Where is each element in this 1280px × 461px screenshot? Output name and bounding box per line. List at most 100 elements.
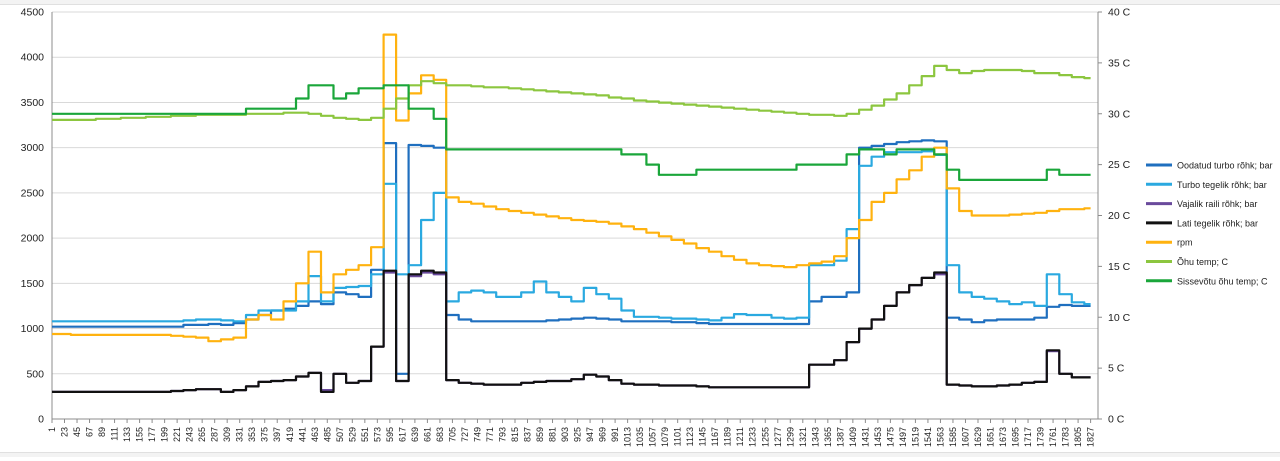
x-tick-label: 1035 <box>635 427 645 447</box>
x-tick-label: 881 <box>548 427 558 442</box>
x-tick-label: 1321 <box>798 427 808 447</box>
x-tick-label: 1101 <box>673 427 683 446</box>
x-tick-label: 1277 <box>773 427 783 447</box>
x-tick-label: 573 <box>372 427 382 442</box>
x-tick-label: 1563 <box>935 427 945 447</box>
left-tick-label: 3000 <box>21 142 45 154</box>
right-tick-label: 10 C <box>1108 312 1131 324</box>
right-tick-label: 20 C <box>1108 210 1131 222</box>
x-tick-label: 683 <box>435 427 445 442</box>
x-tick-label: 23 <box>60 427 70 437</box>
x-tick-label: 1607 <box>960 427 970 447</box>
x-tick-label: 1453 <box>873 427 883 447</box>
series-line-turbo-tegelik-rohk-bar <box>52 150 1091 323</box>
x-tick-label: 1145 <box>698 427 708 446</box>
legend-label: rpm <box>1177 238 1193 248</box>
x-tick-label: 925 <box>573 427 583 442</box>
x-tick-label: 1343 <box>810 427 820 447</box>
x-tick-label: 1519 <box>910 427 920 447</box>
left-tick-label: 2500 <box>21 187 45 199</box>
x-tick-label: 705 <box>447 427 457 442</box>
x-tick-label: 837 <box>523 427 533 442</box>
x-tick-label: 947 <box>585 427 595 442</box>
x-tick-label: 1189 <box>723 427 733 446</box>
top-resize-handle[interactable] <box>0 0 1280 5</box>
legend: Oodatud turbo rõhk; bar Turbo tegelik rõh… <box>1146 161 1273 286</box>
x-tick-label: 1365 <box>823 427 833 447</box>
x-tick-label: 507 <box>335 427 345 442</box>
x-tick-label: 859 <box>535 427 545 442</box>
x-tick-label: 419 <box>285 427 295 442</box>
x-tick-label: 903 <box>560 427 570 442</box>
x-tick-label: 1255 <box>760 427 770 447</box>
x-tick-label: 991 <box>610 427 620 442</box>
x-tick-label: 287 <box>210 427 220 442</box>
x-tick-label: 155 <box>135 427 145 442</box>
left-tick-label: 3500 <box>21 97 45 109</box>
x-tick-label: 1629 <box>973 427 983 447</box>
right-tick-label: 35 C <box>1108 57 1131 69</box>
left-tick-label: 1000 <box>21 323 45 335</box>
x-tick-label: 199 <box>160 427 170 442</box>
legend-label: Lati tegelik rõhk; bar <box>1177 218 1258 228</box>
series-line-sissevotu-ohu-temp-c <box>52 84 1091 181</box>
x-tick-label: 1123 <box>685 427 695 446</box>
x-tick-label: 89 <box>97 427 107 437</box>
x-tick-label: 1 <box>47 427 57 432</box>
x-tick-label: 639 <box>410 427 420 442</box>
x-tick-label: 1475 <box>885 427 895 447</box>
x-tick-label: 1233 <box>748 427 758 447</box>
x-tick-label: 485 <box>322 427 332 442</box>
bottom-resize-handle[interactable] <box>0 452 1280 457</box>
right-tick-label: 15 C <box>1108 261 1131 273</box>
legend-label: Vajalik raili rõhk; bar <box>1177 199 1257 209</box>
x-tick-label: 1057 <box>648 427 658 447</box>
x-tick-label: 661 <box>422 427 432 442</box>
right-tick-label: 25 C <box>1108 159 1131 171</box>
x-tick-label: 309 <box>222 427 232 442</box>
x-tick-label: 1651 <box>985 427 995 447</box>
x-tick-label: 1585 <box>948 427 958 447</box>
x-tick-label: 397 <box>272 427 282 442</box>
x-tick-label: 529 <box>347 427 357 442</box>
left-tick-label: 500 <box>26 368 44 380</box>
right-tick-label: 0 C <box>1108 414 1125 426</box>
x-tick-label: 1013 <box>623 427 633 447</box>
chart-axes <box>51 11 1102 423</box>
x-tick-label: 1761 <box>1048 427 1058 447</box>
series-line-ohu-temp-c <box>52 64 1091 121</box>
left-axis-tick-labels: 0 500 1000 1500 2000 2500 3000 3500 4000 4500 <box>21 7 45 426</box>
x-tick-label: 331 <box>235 427 245 442</box>
x-tick-label: 111 <box>110 427 120 441</box>
legend-label: Turbo tegelik rõhk; bar <box>1177 180 1267 190</box>
x-tick-label: 1299 <box>785 427 795 447</box>
x-tick-label: 133 <box>122 427 132 442</box>
x-tick-label: 1717 <box>1023 427 1033 447</box>
x-tick-label: 243 <box>185 427 195 442</box>
x-tick-label: 45 <box>72 427 82 437</box>
x-tick-label: 1739 <box>1036 427 1046 447</box>
x-tick-label: 749 <box>472 427 482 442</box>
x-tick-label: 1431 <box>860 427 870 447</box>
right-tick-label: 40 C <box>1108 7 1131 19</box>
left-tick-label: 0 <box>38 414 44 426</box>
x-tick-label: 221 <box>172 427 182 442</box>
x-tick-label: 353 <box>247 427 257 442</box>
x-tick-label: 617 <box>397 427 407 442</box>
legend-label: Oodatud turbo rõhk; bar <box>1177 161 1273 171</box>
series-line-lati-tegelik-rohk-bar <box>52 269 1091 393</box>
x-tick-label: 1167 <box>710 427 720 446</box>
x-tick-label: 1079 <box>660 427 670 447</box>
x-tick-label: 727 <box>460 427 470 442</box>
right-tick-label: 5 C <box>1108 363 1125 375</box>
legend-label: Sissevõtu õhu temp; C <box>1177 276 1268 286</box>
x-axis-tick-labels: 1 23 45 67 89 111 133 155 177 199 221 243 265 287 309 3… <box>47 427 1096 447</box>
series-lines <box>52 33 1091 393</box>
left-tick-label: 4500 <box>21 7 45 19</box>
horizontal-gridlines <box>52 11 1098 420</box>
legend-label: Õhu temp; C <box>1177 257 1229 267</box>
left-tick-label: 2000 <box>21 233 45 245</box>
x-tick-label: 375 <box>260 427 270 442</box>
